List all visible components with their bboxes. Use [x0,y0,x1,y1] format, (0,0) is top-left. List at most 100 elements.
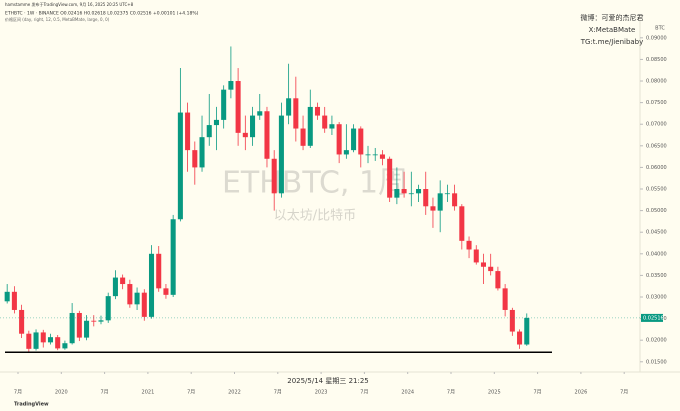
candle-body [4,291,10,302]
candle-body [250,115,256,138]
candle-body [148,253,155,317]
candle-body [387,158,393,198]
candle-body [228,81,234,90]
y-tick-label: 0.06500 [646,143,667,149]
x-tick-label: 7月 [534,390,542,396]
candle-body [444,193,450,195]
y-tick-label: 0.08500 [646,57,667,63]
candle-body [199,137,205,168]
x-tick-label: 2024 [401,390,414,396]
candle-body [62,343,68,349]
y-tick-label: 0.04500 [646,230,667,236]
candle-body [408,193,414,195]
candle-body [127,284,133,305]
y-tick-label: 0.05500 [646,187,667,193]
y-tick-label: 0.09000 [646,35,667,41]
candle-body [459,206,465,241]
candle-body [379,154,385,159]
candle-body [170,219,176,295]
candle-body [343,150,349,155]
currency: BTC [655,26,665,32]
candle-body [365,154,371,156]
candle-body [423,189,429,207]
candle-body [221,89,227,120]
candle-body [314,106,321,116]
candle-body [271,158,277,194]
candle-body [33,332,39,349]
x-tick-label: 7月 [620,390,628,396]
y-tick-label: 0.03500 [646,273,667,279]
candle-body [293,98,299,129]
x-tick-label: 2026 [575,390,588,396]
candle-body [488,266,494,272]
candle-body [351,128,357,151]
candle-body [11,291,17,310]
credit: X:MetaBMate [589,26,636,34]
candle-body [372,154,378,156]
candle-body [141,292,147,317]
candle-body [105,296,111,321]
x-tick-label: 7月 [360,390,368,396]
candle-body [235,81,241,133]
candle-body [336,124,342,155]
candle-body [452,193,458,207]
candle-body [69,312,75,344]
candle-body [47,337,54,343]
candle-body [502,288,508,310]
candle-body [134,292,140,305]
candle-body [473,249,479,263]
candle-body [358,128,364,155]
price-label: 0.02516 [643,315,664,321]
candle-body [322,115,328,129]
candle-body [401,189,407,194]
x-tick-label: 7月 [101,390,109,396]
candle-body [192,150,198,168]
candle-body [495,271,501,289]
y-tick-label: 0.02000 [646,338,667,344]
candle-body [300,128,306,146]
x-tick-label: 7月 [447,390,455,396]
x-tick-label: 7月 [274,390,282,396]
candle-body [55,337,61,349]
candle-body [430,206,436,211]
x-tick-label: 7月 [187,390,195,396]
symbol-line: ETHBTC · 1W · BINANCE O0.02416 H0.02618 … [5,11,199,17]
indicator-line: 价格区间 (day, right, 12, 0.5, MetaBMate, la… [5,16,110,22]
candle-body [206,125,212,138]
y-tick-label: 0.05000 [646,208,667,214]
candle-body [120,277,126,285]
candle-body [84,320,90,338]
candle-body [264,111,270,159]
candle-body [415,189,422,194]
author-line: hamstamme 发布于TradingView.com, 9月 16, 202… [5,1,134,7]
x-tick-label: 2025 [488,390,501,396]
candle-body [156,253,162,289]
candle-body [76,312,82,338]
candle-body [242,132,248,138]
candle-body [91,320,97,322]
y-tick-label: 0.06000 [646,165,667,171]
y-tick-label: 0.03000 [646,294,667,300]
candle-body [213,119,219,126]
crosshair-date: 2025/5/14 星期三 21:25 [287,377,369,385]
x-tick-label: 2020 [55,390,68,396]
candle-body [163,288,169,295]
candle-body [437,193,443,211]
candle-body [19,309,25,334]
plot-area: 0.015000.020000.025000.030000.035000.040… [0,35,667,396]
candle-body [329,124,335,129]
y-tick-label: 0.04000 [646,251,667,257]
y-tick-label: 0.07500 [646,100,667,106]
candle-body [480,262,487,267]
candle-body [394,189,400,198]
x-tick-label: 2022 [228,390,241,396]
watermark-name: 以太坊/比特币 [274,209,356,224]
x-tick-label: 2023 [315,390,328,396]
candle-body [177,112,183,220]
credit: 微博：可爱的杰尼君 [581,13,644,22]
candle-body [524,317,530,345]
candle-body [40,332,46,343]
candle-body [278,115,284,194]
